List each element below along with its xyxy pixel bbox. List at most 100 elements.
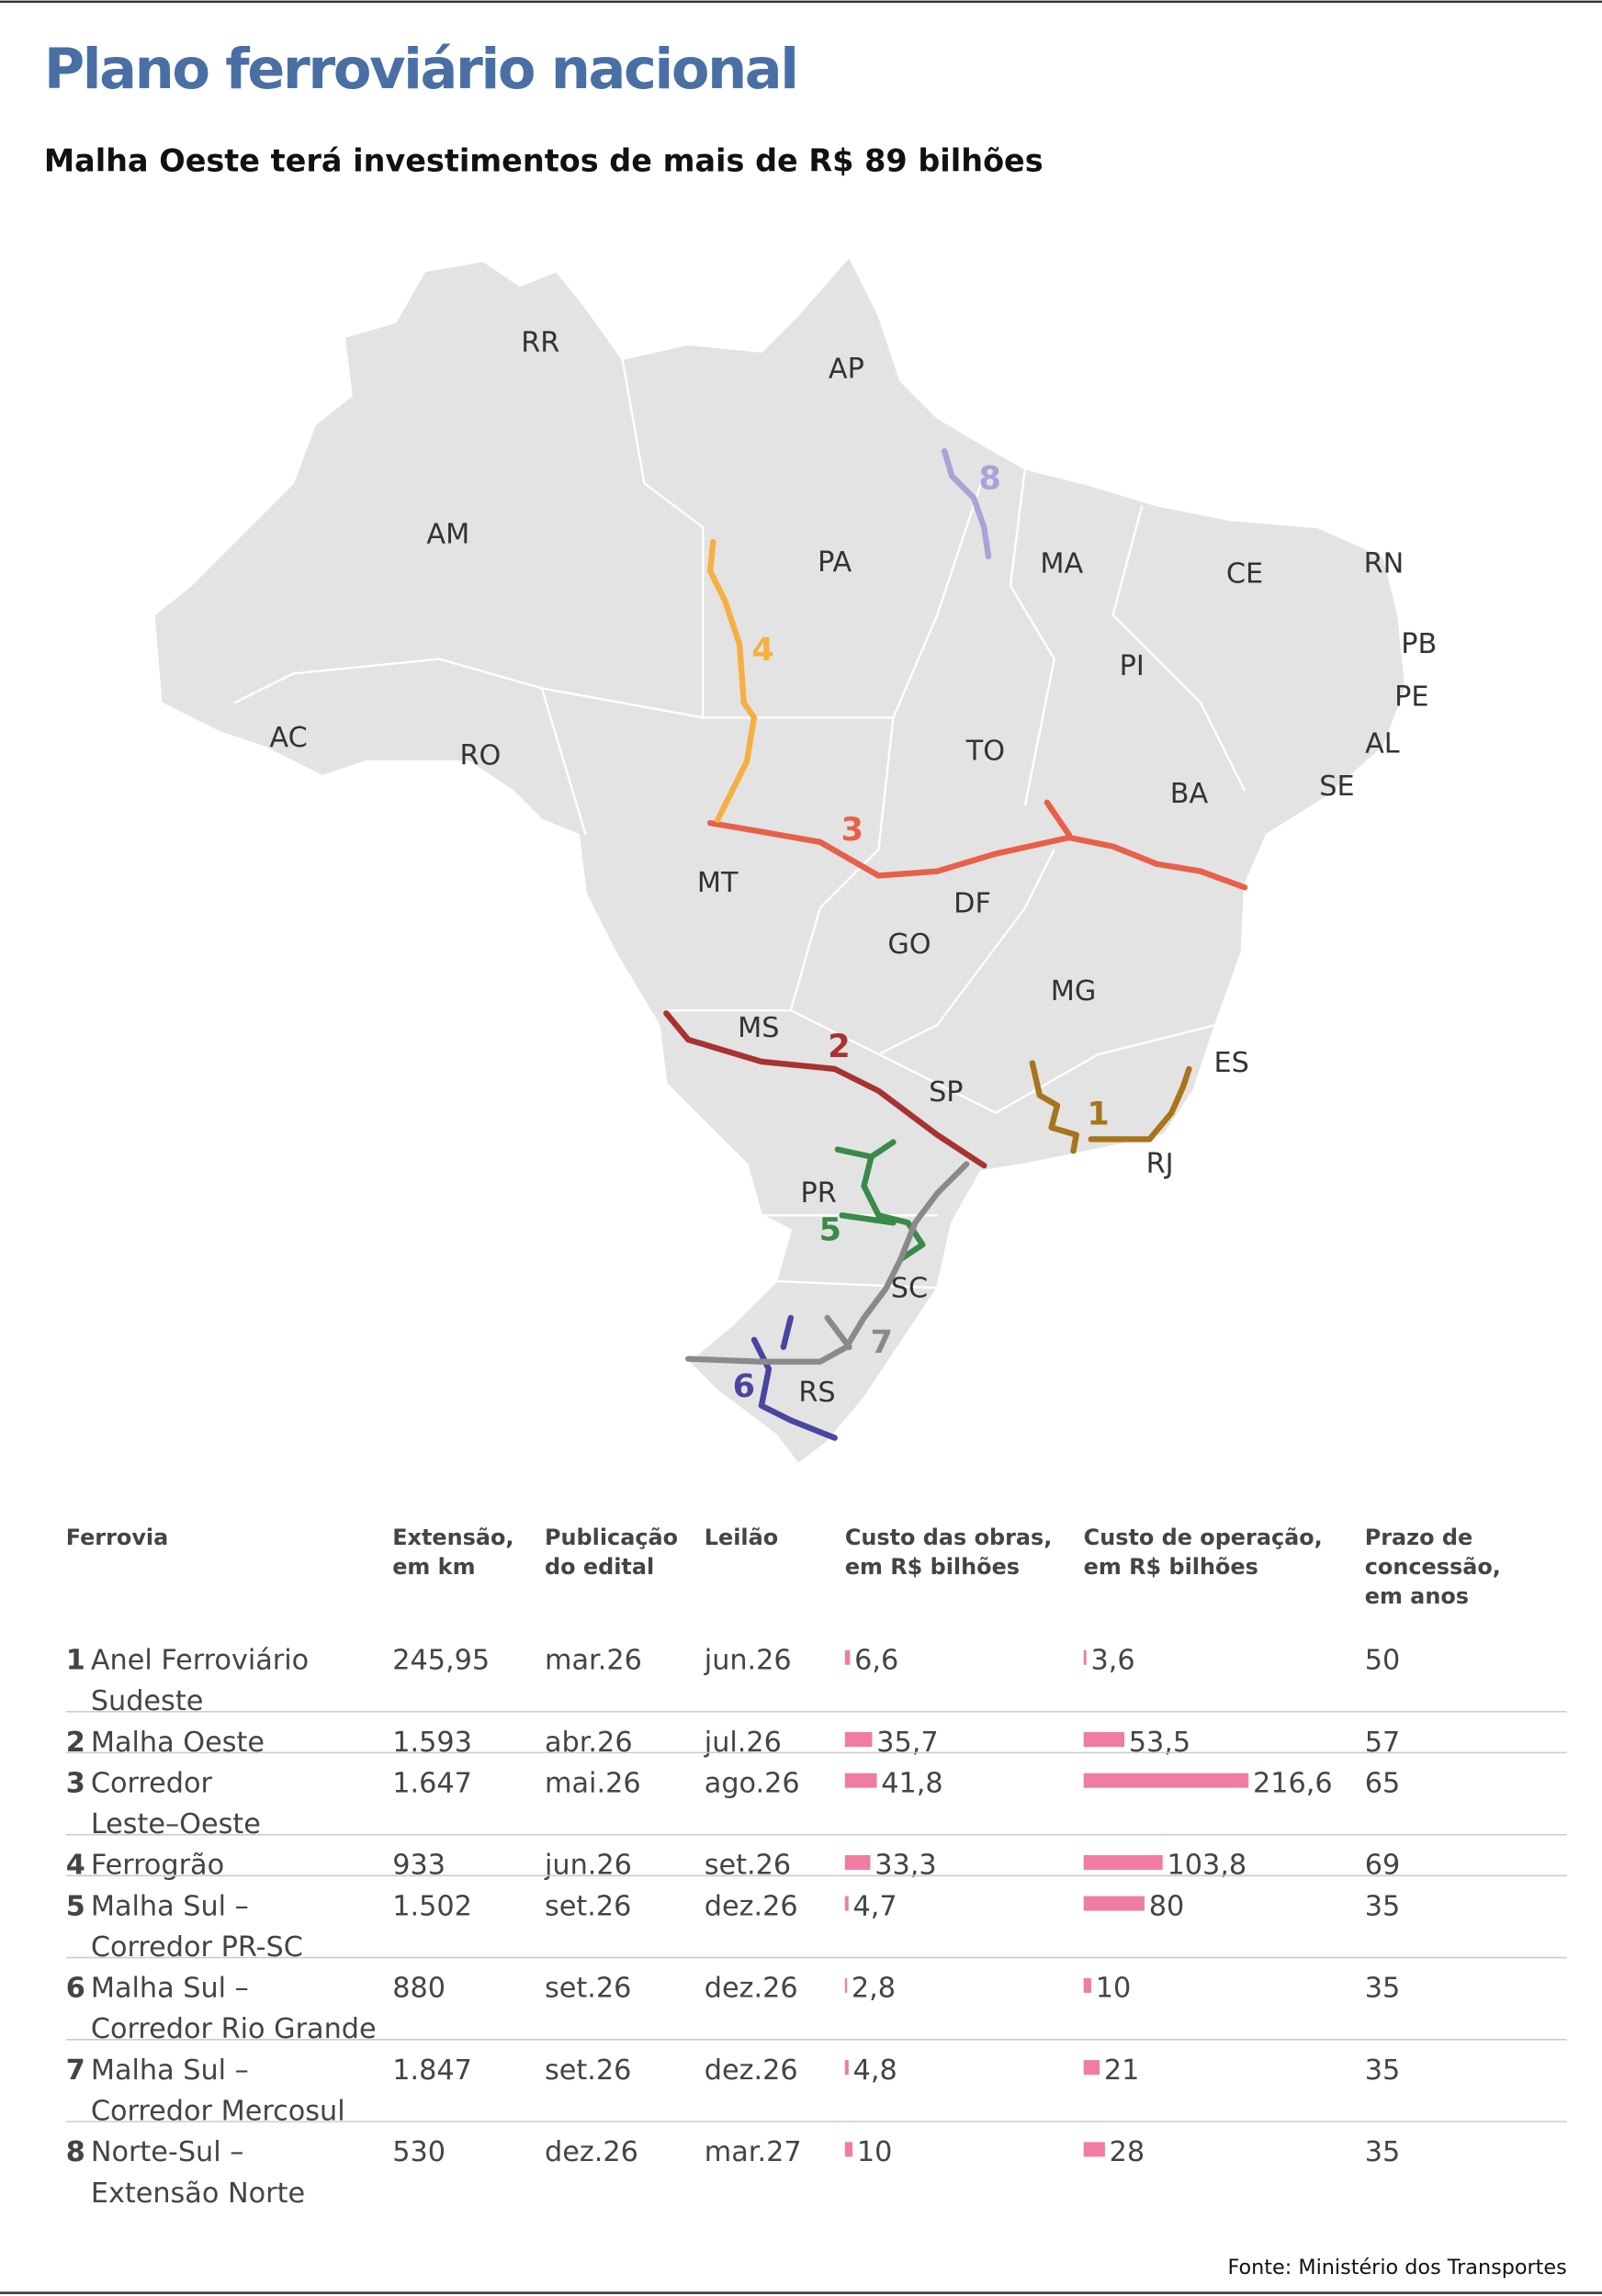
auction: ago.26 [705,1767,800,1799]
cost-bar [1083,1773,1249,1788]
cost-bar [844,2060,849,2076]
state-label: RO [459,739,501,771]
column-header: Leilão [705,1525,778,1550]
railway-name: Malha Sul – [91,1890,249,1922]
term: 50 [1365,1645,1401,1677]
railway-name: Ferrogrão [91,1850,224,1882]
term: 69 [1365,1850,1401,1882]
railway-name: Leste–Oeste [91,1808,261,1840]
railway-line [942,447,992,560]
title: Plano ferroviário nacional [44,38,797,102]
railway-label: 4 [751,631,773,669]
edital: mar.26 [545,1645,642,1677]
column-header: Custo das obras, [845,1525,1053,1550]
state-label: RJ [1146,1148,1174,1180]
state-labels: RR AP AM PA MA CE RN PB PE AL SE PI AC RO TO BA MT DF GO MG… [269,327,1437,1409]
column-header: Publicação [545,1525,678,1550]
state-label: AP [829,353,864,385]
source: Fonte: Ministério dos Transportes [1227,2256,1566,2279]
column-header: em km [392,1554,475,1580]
railway-label: 6 [733,1367,755,1405]
length: 1.647 [392,1767,472,1799]
railway-label: 2 [828,1028,850,1065]
state-label: PE [1394,681,1428,714]
state-label: SP [929,1076,963,1109]
cost-bar [1083,2060,1100,2076]
edital: abr.26 [545,1727,633,1759]
cost-label: 53,5 [1129,1727,1190,1759]
cost-label: 4,8 [853,2054,897,2087]
railway-name: Corredor Mercosul [91,2096,345,2128]
term: 35 [1365,2054,1401,2087]
railway-line [839,1212,897,1226]
column-header: do edital [545,1554,654,1580]
term: 65 [1365,1767,1401,1799]
auction: mar.27 [705,2136,802,2168]
railway-line [706,819,1248,891]
cost-bar [844,1773,877,1788]
border [703,482,983,719]
railway-name: Corredor [91,1767,213,1799]
cost-label: 41,8 [881,1767,942,1799]
auction: set.26 [705,1850,791,1882]
cost-bar [1083,1649,1087,1665]
state-label: MA [1040,547,1083,580]
row-number: 2 [66,1727,85,1759]
row-number: 3 [66,1767,85,1799]
railway-line [861,1154,926,1263]
state-label: GO [887,929,931,961]
railway-line [824,1314,852,1350]
railway-line [780,1314,795,1350]
state-label: AM [426,519,469,551]
railway-line [1044,799,1072,838]
brazil-map: 1 2 3 4 5 6 7 8 RR AP AM PA MA CE RN PB PE AL SE PI AC RO TO B… [152,254,1437,1467]
length: 1.847 [392,2054,472,2087]
cost-label: 33,3 [874,1850,936,1882]
cost-bar [1083,1896,1145,1911]
cost-bar [1083,1854,1163,1870]
cost-bar [844,2142,853,2157]
column-header: em R$ bilhões [845,1554,1020,1580]
cost-bar [844,1977,848,1993]
railway-name: Extensão Norte [91,2178,305,2210]
cost-bar [844,1854,871,1870]
length: 880 [392,1973,446,2005]
border [540,688,587,836]
railway-label: 8 [978,460,1000,498]
state-label: RS [798,1377,835,1409]
edital: set.26 [545,1973,631,2005]
cost-bar [1083,1732,1125,1748]
state-label: PI [1120,650,1145,682]
row-number: 4 [66,1850,85,1882]
state-label: RN [1364,547,1405,580]
column-header: Prazo de [1365,1525,1472,1550]
railway-label: 1 [1087,1095,1109,1132]
term: 35 [1365,1973,1401,2005]
column-header: em R$ bilhões [1084,1554,1258,1580]
railway-name: Norte-Sul – [91,2136,244,2168]
state-label: RR [521,327,559,359]
edital: dez.26 [545,2136,638,2168]
edital: set.26 [545,1890,631,1922]
border [1009,468,1056,806]
border [877,1023,1216,1115]
row-number: 8 [66,2136,85,2168]
length: 1.593 [392,1727,472,1759]
length: 1.502 [392,1890,472,1922]
edital: set.26 [545,2054,631,2087]
cost-bar [1083,2142,1105,2157]
row-number: 1 [66,1645,85,1677]
state-label: MG [1051,975,1097,1007]
state-label: TO [965,736,1005,768]
state-label: BA [1170,778,1209,810]
railway-name: Anel Ferroviário [91,1645,309,1677]
cost-label: 21 [1104,2054,1140,2087]
table: Ferrovia Extensão, em km Publicação do edita… [65,1525,1567,2210]
cost-label: 6,6 [854,1645,898,1677]
cost-bar [1083,1977,1091,1993]
railway-name: Malha Oeste [91,1727,265,1759]
auction: dez.26 [705,2054,798,2087]
railway-line [685,1161,970,1365]
cost-label: 103,8 [1167,1850,1247,1882]
